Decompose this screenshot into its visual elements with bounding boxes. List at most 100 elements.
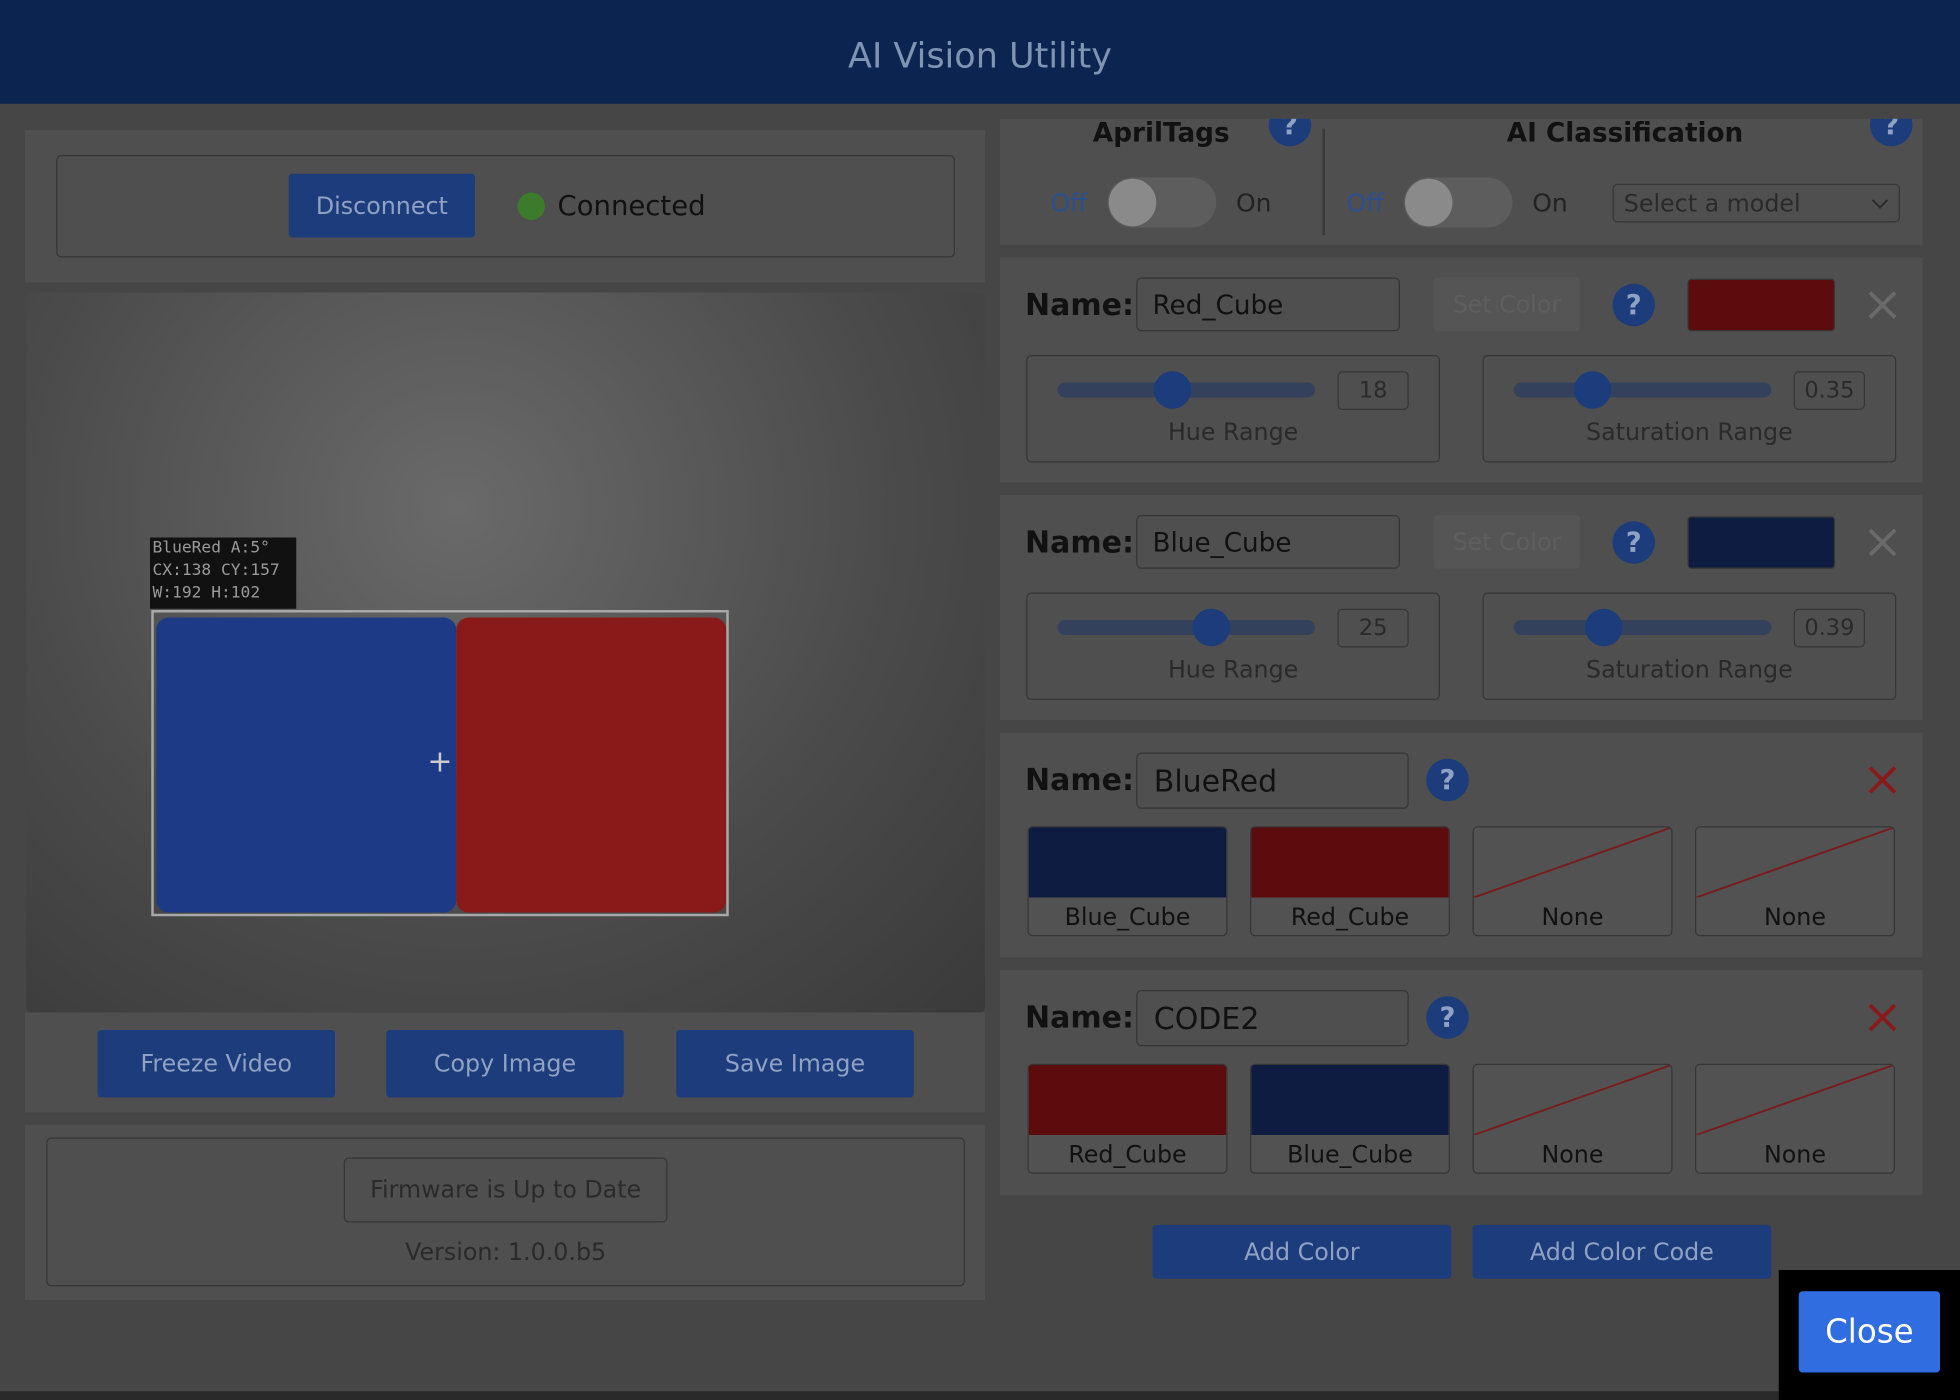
slider-track (1057, 620, 1315, 635)
slider-thumb[interactable] (1192, 608, 1230, 647)
divider (1322, 128, 1325, 235)
overlay-line: W:192 H:102 (152, 583, 261, 603)
close-button[interactable]: Close (1798, 1291, 1940, 1373)
slider-track (1513, 382, 1772, 398)
name-input[interactable]: BlueRed (1136, 752, 1409, 809)
add-color-button[interactable]: Add Color (1152, 1225, 1452, 1279)
range-box (1482, 592, 1897, 700)
range-value: 0.35 (1793, 371, 1865, 410)
set-color-button[interactable]: Set Color (1433, 515, 1580, 569)
range-label: Saturation Range (1586, 418, 1793, 447)
range-box (1026, 355, 1440, 463)
header (0, 0, 1960, 104)
firmware-panel (25, 1125, 985, 1300)
toggle-off: Off (1050, 187, 1088, 218)
add-color-code-button[interactable]: Add Color Code (1472, 1225, 1772, 1279)
range-value: 18 (1337, 371, 1409, 410)
overlay-line: BlueRed A:5° (152, 538, 270, 558)
empty-slot (1696, 827, 1894, 898)
range-value: 0.39 (1793, 608, 1865, 648)
slot-name: None (1541, 903, 1604, 932)
slot-swatch (1028, 1065, 1227, 1135)
code-slot[interactable]: Blue_Cube (1027, 826, 1228, 937)
bottom-strip (0, 1391, 1960, 1400)
delete-icon (1868, 528, 1897, 557)
toggle-off: Off (1346, 187, 1384, 218)
slot-swatch (1251, 827, 1449, 898)
code-slot[interactable]: None (1695, 1063, 1895, 1174)
video-button[interactable]: Copy Image (386, 1030, 624, 1098)
overlay-label: BlueRed A:5° CX:138 CY:157 W:192 H:102 (150, 537, 297, 609)
blue-cube (156, 617, 457, 913)
code-slot[interactable]: Red_Cube (1027, 1063, 1228, 1174)
set-color-button[interactable]: Set Color (1433, 277, 1580, 332)
help-icon[interactable]: ? (1426, 758, 1469, 802)
firmware-box (46, 1137, 965, 1287)
video: + BlueRed A:5° CX:138 CY:157 W:192 H:102 (26, 292, 985, 1013)
range-value: 25 (1337, 608, 1409, 648)
toggle-knob (1108, 178, 1157, 227)
chevron (1871, 199, 1889, 209)
slider-thumb[interactable] (1585, 608, 1623, 647)
toggle-knob (1405, 178, 1453, 227)
color-swatch (1687, 516, 1835, 569)
delete-icon (1868, 1003, 1897, 1032)
name-input[interactable]: CODE2 (1136, 990, 1409, 1047)
range-box (1482, 355, 1897, 463)
code-slot[interactable]: Blue_Cube (1250, 1063, 1450, 1174)
slot-name: None (1541, 1141, 1604, 1169)
toggle-switch[interactable] (1403, 177, 1513, 228)
slider-thumb[interactable] (1153, 371, 1192, 409)
range-label: Hue Range (1167, 656, 1299, 684)
name-input[interactable]: Blue_Cube (1136, 515, 1400, 569)
help-icon[interactable]: ? (1612, 521, 1655, 564)
range-label: Hue Range (1167, 418, 1299, 447)
slider-track (1513, 620, 1772, 635)
status: Connected (557, 190, 706, 222)
code-slot[interactable]: None (1695, 826, 1895, 937)
toggle-switch[interactable] (1107, 177, 1217, 228)
video-button[interactable]: Save Image (676, 1030, 914, 1098)
help-icon[interactable]: ? (1612, 283, 1655, 327)
bounding-box (151, 610, 729, 917)
name-label: Name: (1025, 287, 1134, 323)
help-icon[interactable]: ? (1426, 996, 1469, 1039)
empty-slot (1473, 1065, 1672, 1135)
slot-name: Blue_Cube (1064, 903, 1191, 932)
slot-name: Red_Cube (1068, 1141, 1187, 1169)
toggle-title: AprilTags (1092, 118, 1230, 148)
empty-slot (1473, 827, 1672, 898)
slot-swatch (1028, 827, 1227, 898)
code-slot[interactable]: None (1472, 826, 1673, 937)
right-column: AprilTags Off On? AI Classification Off On? Se… (1000, 118, 1923, 1394)
video-button[interactable]: Freeze Video (97, 1030, 335, 1098)
title: AI Vision Utility (848, 34, 1112, 76)
slot-swatch (1251, 1065, 1449, 1135)
disconnect-button[interactable]: Disconnect (288, 173, 475, 238)
delete-icon (1868, 766, 1897, 794)
slot-name: None (1764, 1141, 1826, 1169)
toggle-title: AI Classification (1506, 118, 1744, 148)
slot-name: Blue_Cube (1287, 1141, 1413, 1169)
slot-name: None (1764, 903, 1826, 932)
code-slot[interactable]: Red_Cube (1250, 826, 1450, 937)
empty-slot (1696, 1065, 1894, 1135)
slot-name: Red_Cube (1290, 903, 1410, 932)
model-select[interactable]: Select a model (1612, 183, 1900, 223)
slider-thumb[interactable] (1573, 371, 1612, 409)
range-box (1026, 592, 1440, 700)
name-label: Name: (1025, 525, 1134, 560)
overlay-line: CX:138 CY:157 (152, 561, 280, 580)
color-swatch (1687, 278, 1835, 332)
code-slot[interactable]: None (1472, 1063, 1673, 1174)
connection-box (56, 155, 955, 258)
firmware-version: Version: 1.0.0.b5 (405, 1238, 607, 1267)
name-label: Name: (1025, 762, 1134, 798)
name-input[interactable]: Red_Cube (1136, 277, 1400, 332)
name-label: Name: (1025, 1000, 1134, 1035)
range-label: Saturation Range (1586, 656, 1793, 684)
firmware-button[interactable]: Firmware is Up to Date (343, 1157, 668, 1223)
crosshair: + (427, 743, 453, 779)
delete-icon (1868, 291, 1897, 319)
